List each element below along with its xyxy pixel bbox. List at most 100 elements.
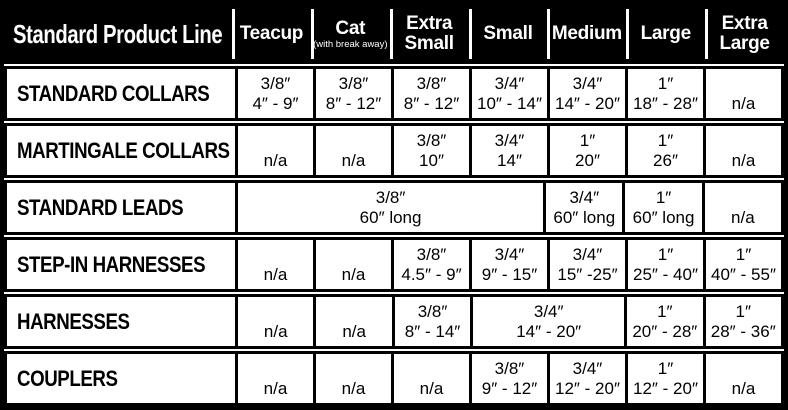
spec-cell: n/a — [235, 297, 313, 346]
product-name: STANDARD COLLARS — [7, 69, 235, 118]
spec-size: 1″ — [657, 73, 674, 93]
product-name-text: MARTINGALE COLLARS — [17, 137, 230, 163]
spec-cell: 3/4″ 15″ -25″ — [547, 240, 625, 289]
spec-range: 18″ - 28″ — [633, 93, 698, 113]
spec-size: 3/4″ — [572, 244, 603, 264]
spec-cell: 3/4″ 9″ - 15″ — [469, 240, 547, 289]
spec-range: n/a — [731, 150, 756, 170]
spec-range: 60″ long — [553, 207, 616, 227]
product-name: HARNESSES — [7, 297, 235, 346]
spec-cell: n/a — [235, 354, 313, 403]
spec-range: n/a — [731, 93, 756, 113]
spec-cell: 3/4″ 12″ - 20″ — [547, 354, 625, 403]
product-name-text: STEP-IN HARNESSES — [17, 251, 206, 277]
spec-cell: 1″ 40″ - 55″ — [703, 240, 781, 289]
spec-cell: n/a — [235, 126, 313, 175]
spec-range: 9″ - 15″ — [481, 264, 538, 284]
spec-size: 3/8″ — [416, 244, 447, 264]
product-name-text: STANDARD COLLARS — [17, 80, 210, 106]
spec-range: 14″ — [497, 150, 522, 170]
spec-cell: 1″ 20″ - 28″ — [624, 297, 702, 346]
spec-cell: 1″ 18″ - 28″ — [625, 69, 703, 118]
spec-range: n/a — [341, 264, 366, 284]
spec-range: n/a — [341, 150, 366, 170]
table-row-step-in-harnesses: STEP-IN HARNESSES n/a n/a 3/8″ 4.5″ - 9″ 3/4″… — [4, 237, 784, 292]
spec-range: 60″ long — [359, 207, 422, 227]
spec-size: 1″ — [657, 130, 674, 150]
spec-range: 28″ - 36″ — [710, 321, 776, 341]
spec-range: n/a — [342, 321, 366, 341]
column-header-label: Small — [483, 23, 533, 44]
spec-cell: n/a — [701, 183, 781, 232]
column-header-label: Large — [640, 23, 692, 44]
spec-range: 20″ - 28″ — [632, 321, 698, 341]
spec-cell: n/a — [313, 240, 391, 289]
column-header-extra-small: Extra Small — [389, 4, 469, 64]
spec-range: 25″ - 40″ — [633, 264, 698, 284]
spec-cell: 1″ 20″ — [547, 126, 625, 175]
spec-range: n/a — [263, 150, 288, 170]
table-row-standard-leads: STANDARD LEADS 3/8″ 60″ long 3/4″ 60″ long 1″… — [4, 180, 784, 235]
product-name-text: COUPLERS — [17, 365, 118, 391]
spec-range: 10″ — [419, 150, 444, 170]
spec-range: 60″ long — [632, 207, 695, 227]
spec-range: 8″ - 12″ — [403, 93, 460, 113]
column-header-extra-large: Extra Large — [705, 4, 784, 64]
table-row-harnesses: HARNESSES n/a n/a 3/8″ 8″ - 14″ 3/4″ 14″ - 20″… — [4, 294, 784, 349]
spec-range: n/a — [419, 378, 444, 398]
spec-cell: n/a — [703, 354, 781, 403]
spec-range: 26″ — [653, 150, 678, 170]
spec-cell: 3/8″ 4″ - 9″ — [235, 69, 313, 118]
product-name: STEP-IN HARNESSES — [7, 240, 235, 289]
spec-cell: 1″ 28″ - 36″ — [702, 297, 781, 346]
table-row-standard-collars: STANDARD COLLARS 3/8″ 4″ - 9″ 3/8″ 8″ - 12″ 3… — [4, 66, 784, 121]
column-header-medium: Medium — [547, 4, 626, 64]
table-title: Standard Product Line — [4, 4, 232, 64]
spec-range: 14″ - 20″ — [555, 93, 620, 113]
spec-size: 1″ — [657, 244, 674, 264]
spec-range: 12″ - 20″ — [555, 378, 620, 398]
spec-range: n/a — [731, 207, 755, 227]
product-name-text: HARNESSES — [17, 308, 130, 334]
column-header-large: Large — [626, 4, 705, 64]
product-name-text: STANDARD LEADS — [17, 194, 184, 220]
spec-cell: n/a — [703, 126, 781, 175]
spec-cell: 1″ 25″ - 40″ — [625, 240, 703, 289]
spec-cell: n/a — [313, 126, 391, 175]
spec-range: n/a — [731, 378, 756, 398]
spec-size: 3/8″ — [417, 301, 448, 321]
spec-cell: n/a — [313, 297, 391, 346]
spec-size: 1″ — [579, 130, 596, 150]
column-header-label: Cat — [335, 17, 366, 39]
spec-size: 3/4″ — [572, 358, 603, 378]
spec-cell: 1″ 12″ - 20″ — [625, 354, 703, 403]
column-header-cat: Cat (with break away) — [310, 4, 390, 64]
spec-size: 3/4″ — [494, 130, 525, 150]
spec-cell: 3/4″ 10″ - 14″ — [469, 69, 547, 118]
spec-size: 3/8″ — [338, 73, 369, 93]
spec-cell: n/a — [703, 69, 781, 118]
spec-cell: 1″ 26″ — [625, 126, 703, 175]
spec-size: 3/4″ — [533, 301, 564, 321]
spec-cell: 3/8″ 9″ - 12″ — [469, 354, 547, 403]
spec-cell: 3/4″ 14″ - 20″ — [470, 297, 624, 346]
spec-range: n/a — [341, 378, 366, 398]
product-name: STANDARD LEADS — [7, 183, 235, 232]
spec-range: 9″ - 12″ — [481, 378, 538, 398]
spec-range: n/a — [263, 264, 288, 284]
table-row-martingale-collars: MARTINGALE COLLARS n/a n/a 3/8″ 10″ 3/4″ 14″ 1″… — [4, 123, 784, 178]
spec-range: n/a — [263, 321, 288, 341]
spec-range: 12″ - 20″ — [633, 378, 698, 398]
spec-range: 4″ - 9″ — [252, 93, 299, 113]
spec-range: 15″ -25″ — [557, 264, 618, 284]
spec-size: 3/4″ — [494, 244, 525, 264]
spec-cell: 3/8″ 60″ long — [235, 183, 543, 232]
spec-range: 40″ - 55″ — [711, 264, 776, 284]
spec-range: 10″ - 14″ — [477, 93, 542, 113]
column-header-label: Teacup — [239, 23, 304, 44]
spec-size: 3/8″ — [494, 358, 525, 378]
spec-range: n/a — [263, 378, 288, 398]
table-header: Standard Product Line Teacup Cat (with bre… — [4, 4, 784, 64]
column-header-teacup: Teacup — [232, 4, 311, 64]
spec-size: 1″ — [657, 301, 673, 321]
